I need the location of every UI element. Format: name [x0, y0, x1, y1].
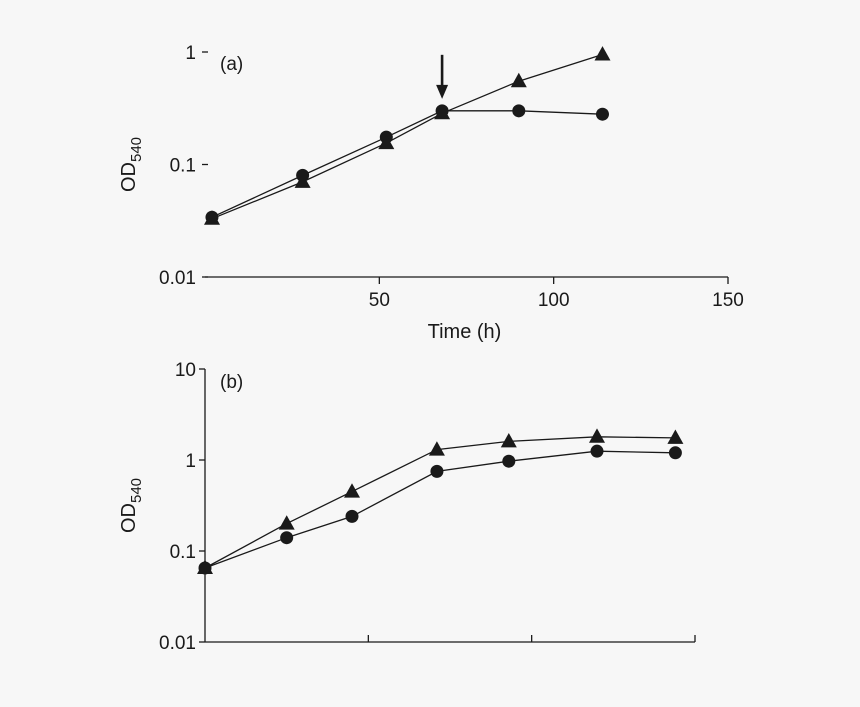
chart-panel-b: 50 100 150 0.01 0.1 1 10 OD540 (b) — [118, 360, 711, 683]
data-point-circle — [502, 454, 516, 468]
data-point-triangle — [434, 104, 451, 120]
data-point-circle — [430, 464, 444, 478]
y-tick-label: 1 — [185, 43, 196, 64]
y-axis-title-main: OD — [118, 503, 140, 533]
data-point-triangle — [278, 515, 295, 530]
data-point-circle — [345, 509, 359, 523]
data-point-triangle — [510, 72, 527, 88]
y-axis-title-main: OD — [118, 162, 140, 192]
data-point-circle — [668, 446, 682, 460]
y-axis-title-sub: 540 — [128, 478, 145, 503]
data-point-triangle — [589, 428, 605, 443]
y-tick-label: 0.01 — [159, 633, 196, 654]
data-point-triangle — [428, 441, 445, 456]
y-tick-label: 1 — [185, 451, 196, 472]
x-tick-label: 50 — [369, 290, 390, 311]
data-point-circle — [595, 107, 609, 121]
panel-label: (b) — [220, 372, 243, 393]
series-line-triangle — [211, 53, 603, 220]
y-tick-label: 0.1 — [170, 156, 196, 177]
data-point-triangle — [197, 559, 213, 574]
y-tick-label: 0.1 — [170, 542, 196, 563]
y-axis-title: OD540 — [118, 478, 145, 533]
data-point-triangle — [500, 433, 517, 448]
data-point-circle — [590, 444, 604, 458]
data-point-triangle — [378, 134, 395, 150]
data-point-triangle — [344, 483, 360, 498]
x-tick-label: 150 — [712, 290, 744, 311]
x-axis-title: Time (h) — [428, 321, 502, 343]
data-point-circle — [280, 531, 294, 545]
y-axis-title: OD540 — [118, 137, 145, 192]
x-tick-label: 100 — [538, 290, 570, 311]
data-point-triangle — [594, 46, 611, 61]
y-tick-label: 10 — [175, 360, 196, 381]
x-tick-label: 150 — [679, 662, 711, 683]
arrow-annotation — [436, 54, 449, 99]
data-point-circle — [512, 104, 526, 118]
series-line-circle — [211, 110, 603, 218]
chart-panel-a: 50 100 150 0.01 0.1 1 OD540 Time (h) (a) — [118, 43, 744, 343]
data-point-triangle — [204, 210, 220, 225]
x-tick-label: 100 — [516, 662, 548, 683]
y-tick-label: 0.01 — [159, 268, 196, 289]
data-point-triangle — [667, 429, 684, 444]
panel-label: (a) — [220, 54, 243, 75]
x-tick-label-group: 50 100 150 — [358, 662, 711, 683]
data-point-triangle — [294, 173, 311, 188]
series-line-triangle — [204, 436, 676, 569]
x-tick-label: 50 — [358, 662, 379, 683]
y-axis-title-sub: 540 — [128, 137, 145, 162]
